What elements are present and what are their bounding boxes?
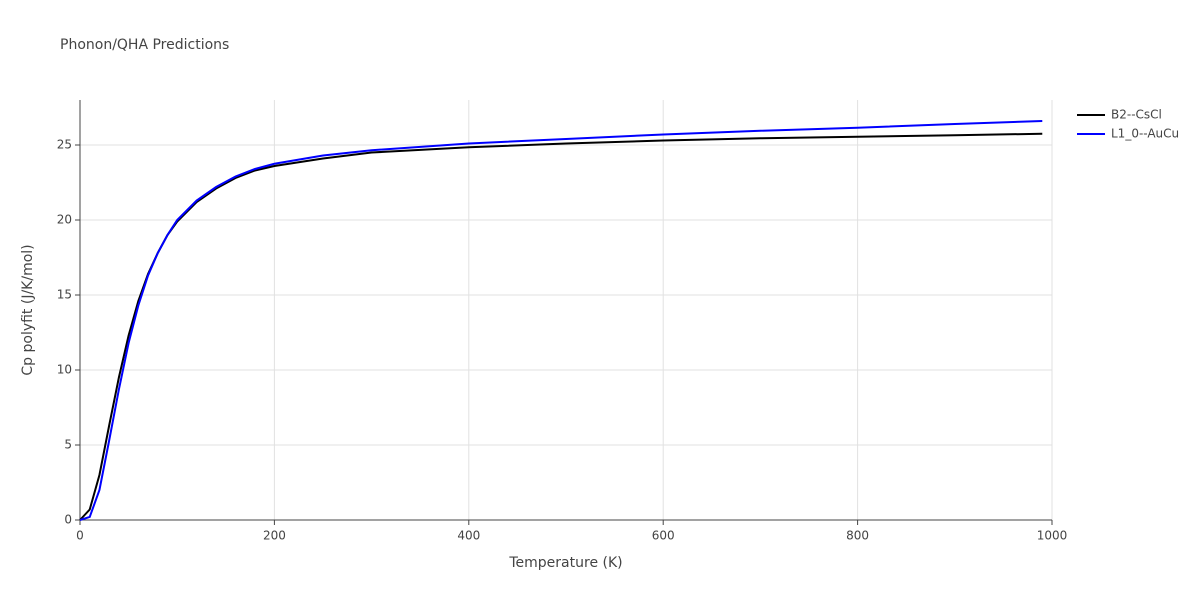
y-tick-label: 0 [64, 513, 72, 527]
series-line [79, 120, 1043, 521]
x-tick-label: 400 [457, 529, 480, 543]
y-tick-label: 5 [64, 438, 72, 452]
x-tick-label: 600 [652, 529, 675, 543]
y-tick-label: 15 [57, 288, 72, 302]
x-tick-label: 1000 [1037, 529, 1068, 543]
y-axis-title: Cp polyfit (J/K/mol) [20, 244, 36, 375]
y-tick-label: 25 [57, 138, 72, 152]
series-line [79, 132, 1043, 521]
legend-label: B2--CsCl [1111, 108, 1162, 122]
chart-title: Phonon/QHA Predictions [60, 37, 229, 53]
x-tick-label: 800 [846, 529, 869, 543]
y-tick-label: 20 [57, 213, 72, 227]
x-tick-label: 0 [76, 529, 84, 543]
x-tick-label: 200 [263, 529, 286, 543]
y-tick-label: 10 [57, 363, 72, 377]
legend-label: L1_0--AuCu [1111, 127, 1179, 141]
x-axis-title: Temperature (K) [508, 555, 622, 571]
